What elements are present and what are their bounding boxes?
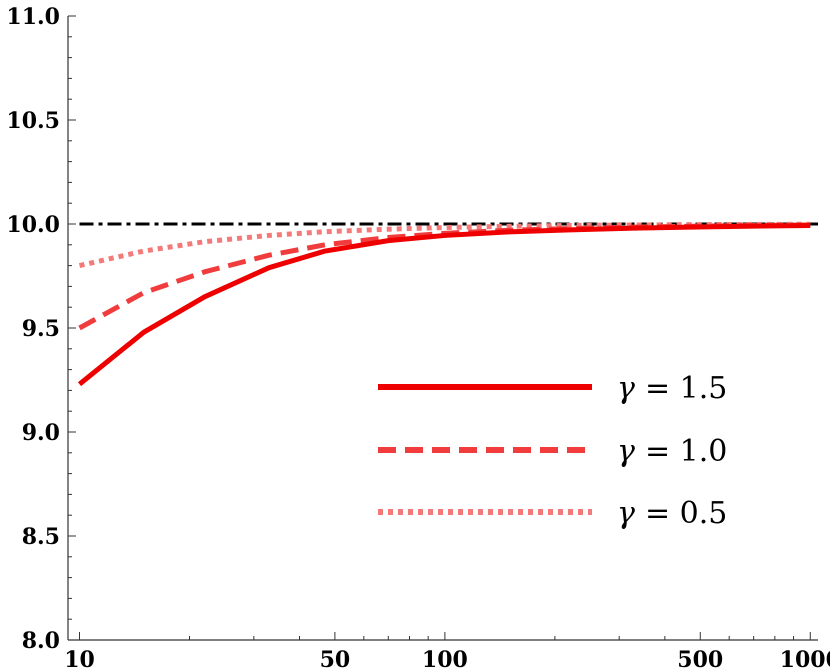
y-tick-label: 10.0 xyxy=(6,212,60,238)
axes: 8.0 8.5 9.0 9.5 10.0 10.5 11.0 10 50 100 500 1000 xyxy=(6,4,830,672)
series-line-solid xyxy=(77,222,811,387)
x-tick-label: 10 xyxy=(64,647,95,672)
legend-label: γ = 1.5 xyxy=(617,371,727,406)
x-tick-label: 100 xyxy=(422,647,468,672)
x-tick-label: 1000 xyxy=(780,647,830,672)
y-tick-label: 9.0 xyxy=(22,420,60,446)
y-tick-label: 10.5 xyxy=(6,108,60,134)
y-tick-label: 8.0 xyxy=(22,628,60,654)
series-line-dashed xyxy=(78,222,811,331)
x-tick-label: 50 xyxy=(320,647,351,672)
y-tick-label: 9.5 xyxy=(22,316,60,342)
series-group xyxy=(77,221,811,387)
series-line-dotted xyxy=(78,221,811,269)
legend: γ = 1.5 γ = 1.0 γ = 0.5 xyxy=(378,371,727,531)
legend-label: γ = 1.0 xyxy=(617,434,727,469)
y-tick-label: 11.0 xyxy=(6,4,60,30)
x-tick-label: 500 xyxy=(677,647,723,672)
legend-label: γ = 0.5 xyxy=(617,496,727,531)
y-tick-label: 8.5 xyxy=(22,524,60,550)
